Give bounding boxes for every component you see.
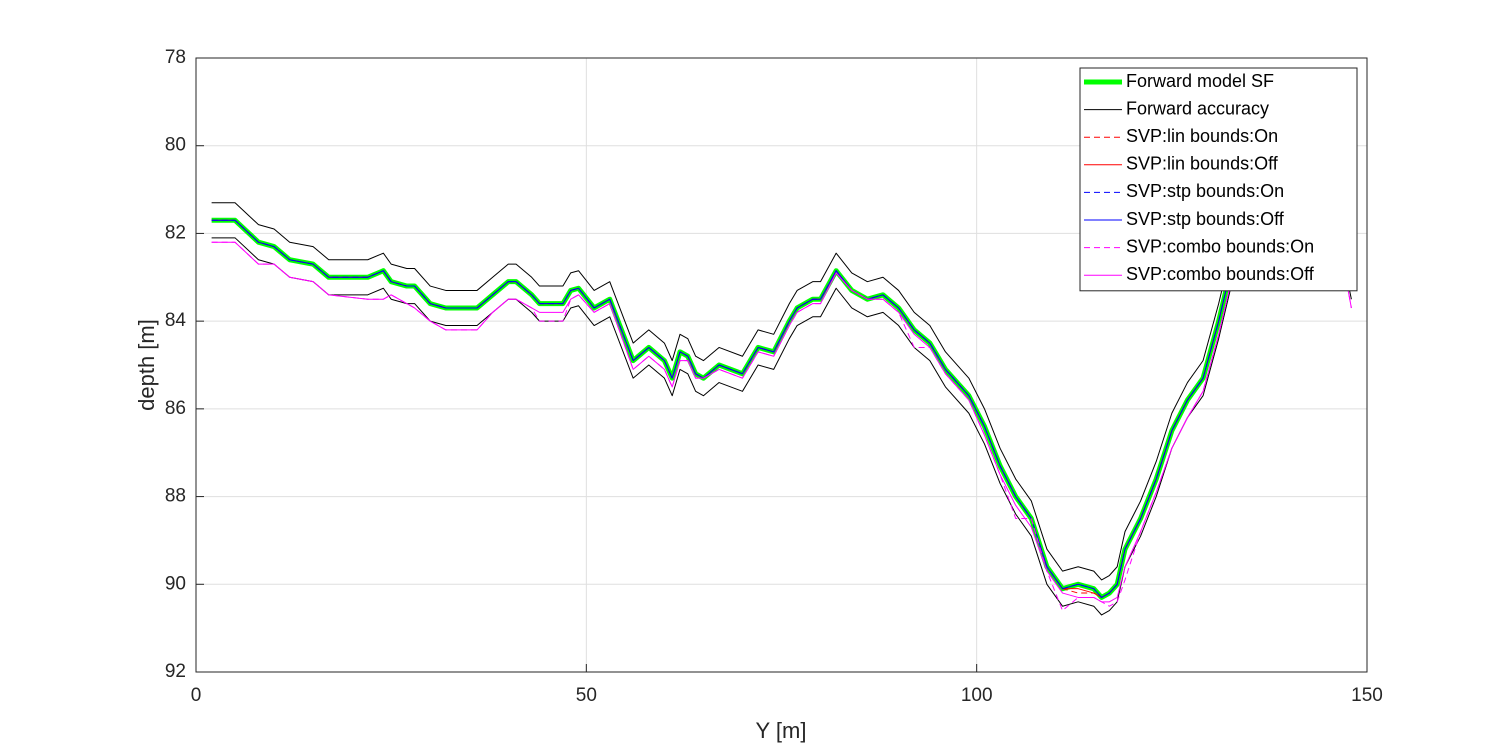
legend-label: SVP:stp bounds:On — [1126, 181, 1284, 201]
y-tick-label: 80 — [165, 135, 186, 156]
series-line — [211, 145, 1352, 598]
legend-label: SVP:lin bounds:Off — [1126, 154, 1279, 174]
legend-box — [1079, 67, 1358, 292]
y-tick-label: 78 — [165, 47, 186, 68]
x-tick-label: 50 — [576, 685, 597, 706]
legend-label: SVP:combo bounds:Off — [1126, 264, 1315, 284]
legend-label: Forward model SF — [1126, 71, 1274, 91]
y-tick-label: 92 — [165, 661, 186, 682]
legend-label: Forward accuracy — [1126, 98, 1269, 118]
x-tick-label: 0 — [191, 685, 202, 706]
x-tick-label: 150 — [1351, 685, 1383, 706]
y-axis-label: depth [m] — [134, 319, 159, 411]
series-line — [211, 127, 1352, 581]
legend-label: SVP:stp bounds:Off — [1126, 209, 1285, 229]
legend-label: SVP:lin bounds:On — [1126, 126, 1278, 146]
y-tick-label: 84 — [165, 310, 187, 331]
axes-box — [195, 57, 1368, 673]
x-axis-label: Y [m] — [756, 718, 807, 743]
y-tick-label: 86 — [165, 398, 186, 419]
series-line — [211, 158, 1352, 603]
series-line — [211, 158, 1352, 612]
y-tick-label: 90 — [165, 573, 186, 594]
y-tick-label: 82 — [165, 222, 186, 243]
x-tick-label: 100 — [961, 685, 993, 706]
series-group — [211, 127, 1354, 616]
y-tick-label: 88 — [165, 486, 186, 507]
legend-label: SVP:combo bounds:On — [1126, 236, 1314, 256]
